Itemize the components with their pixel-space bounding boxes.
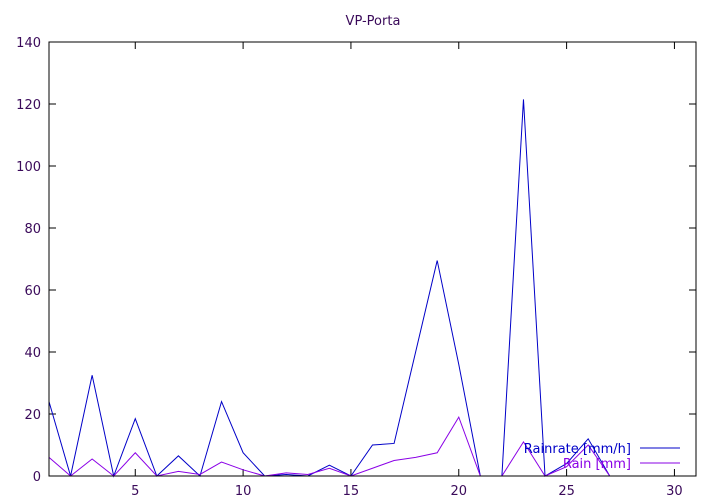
legend-label: Rain [mm]	[563, 457, 631, 472]
plot-frame	[48, 41, 697, 477]
y-tick-label: 120	[16, 98, 41, 113]
x-tick-label: 10	[235, 484, 252, 499]
y-tick-label: 80	[24, 222, 41, 237]
y-tick-label: 60	[24, 284, 41, 299]
series-line-0	[48, 99, 696, 478]
legend: Rainrate [mm/h]Rain [mm]	[524, 442, 680, 472]
y-tick-label: 20	[24, 408, 41, 423]
x-tick-label: 20	[450, 484, 467, 499]
y-tick-label: 140	[16, 36, 41, 51]
x-tick-label: 5	[131, 484, 139, 499]
x-tick-label: 25	[558, 484, 575, 499]
y-tick-label: 40	[24, 346, 41, 361]
series-layer	[48, 99, 697, 478]
x-tick-label: 15	[343, 484, 360, 499]
chart-title: VP-Porta	[346, 14, 401, 29]
x-tick-label: 30	[666, 484, 683, 499]
y-tick-label: 100	[16, 160, 41, 175]
legend-label: Rainrate [mm/h]	[524, 442, 631, 457]
axis-ticks: 0 20 40 60 80 100 120 140 5 10 15 20 25 30	[16, 36, 696, 499]
y-tick-label: 0	[33, 470, 41, 485]
